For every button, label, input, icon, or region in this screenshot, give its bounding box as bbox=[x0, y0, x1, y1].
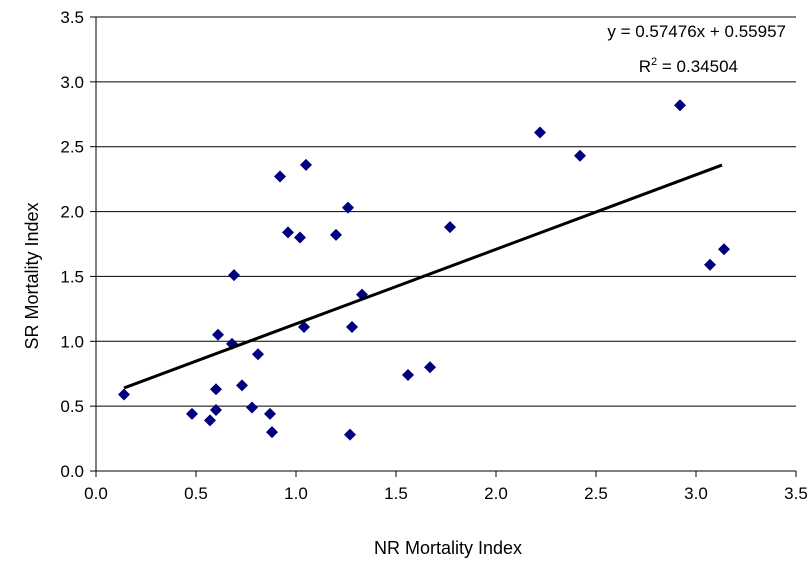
data-point bbox=[346, 321, 358, 334]
trendline bbox=[123, 163, 723, 390]
trendline-equation: y = 0.57476x + 0.55957 bbox=[607, 22, 786, 41]
data-point bbox=[186, 407, 198, 420]
data-point bbox=[210, 383, 222, 396]
x-tick-label: 3.5 bbox=[784, 484, 808, 503]
data-point bbox=[246, 401, 258, 414]
data-point bbox=[236, 379, 248, 392]
y-tick-label: 3.5 bbox=[60, 8, 84, 27]
y-tick-label: 3.0 bbox=[60, 73, 84, 92]
data-point bbox=[264, 407, 276, 420]
data-point bbox=[210, 404, 222, 417]
y-tick-label: 2.0 bbox=[60, 203, 84, 222]
data-point bbox=[674, 99, 686, 112]
y-tick-label: 2.5 bbox=[60, 138, 84, 157]
x-tick-label: 1.0 bbox=[284, 484, 308, 503]
x-tick-label: 0.0 bbox=[84, 484, 108, 503]
data-point bbox=[534, 126, 546, 139]
r-squared-superscript: 2 bbox=[651, 56, 657, 68]
data-point bbox=[274, 170, 286, 183]
y-tick-label: 1.0 bbox=[60, 332, 84, 351]
data-point bbox=[342, 201, 354, 214]
data-point bbox=[298, 321, 310, 334]
data-point bbox=[704, 258, 716, 271]
y-tick-label: 1.5 bbox=[60, 267, 84, 286]
x-tick-label: 2.0 bbox=[484, 484, 508, 503]
r-squared-value: = 0.34504 bbox=[657, 57, 738, 76]
y-axis-ticks: 0.0 0.5 1.0 1.5 2.0 2.5 3.0 3.5 bbox=[60, 8, 96, 481]
data-point bbox=[118, 388, 130, 401]
r-squared-prefix: R bbox=[639, 57, 651, 76]
y-tick-label: 0.5 bbox=[60, 397, 84, 416]
data-point bbox=[718, 243, 730, 256]
trendline-r-squared: R2 = 0.34504 bbox=[639, 56, 738, 76]
x-tick-label: 3.0 bbox=[684, 484, 708, 503]
data-point bbox=[330, 228, 342, 241]
y-tick-label: 0.0 bbox=[60, 462, 84, 481]
data-point bbox=[444, 221, 456, 234]
data-point bbox=[282, 226, 294, 239]
x-tick-label: 0.5 bbox=[184, 484, 208, 503]
data-point bbox=[204, 414, 216, 427]
x-axis-ticks: 0.0 0.5 1.0 1.5 2.0 2.5 3.0 3.5 bbox=[84, 471, 808, 503]
x-axis-title: NR Mortality Index bbox=[374, 538, 522, 558]
data-point bbox=[252, 348, 264, 361]
data-point bbox=[294, 231, 306, 244]
data-point bbox=[300, 158, 312, 171]
x-tick-label: 2.5 bbox=[584, 484, 608, 503]
y-axis-title: SR Mortality Index bbox=[22, 202, 42, 349]
data-point bbox=[424, 361, 436, 374]
data-point bbox=[212, 328, 224, 341]
x-tick-label: 1.5 bbox=[384, 484, 408, 503]
data-points bbox=[118, 99, 730, 441]
axes bbox=[95, 17, 796, 472]
trendline-group bbox=[123, 163, 723, 390]
gridlines bbox=[96, 16, 796, 407]
data-point bbox=[228, 269, 240, 282]
data-point bbox=[344, 428, 356, 441]
data-point bbox=[574, 149, 586, 162]
data-point bbox=[266, 426, 278, 439]
data-point bbox=[402, 369, 414, 382]
